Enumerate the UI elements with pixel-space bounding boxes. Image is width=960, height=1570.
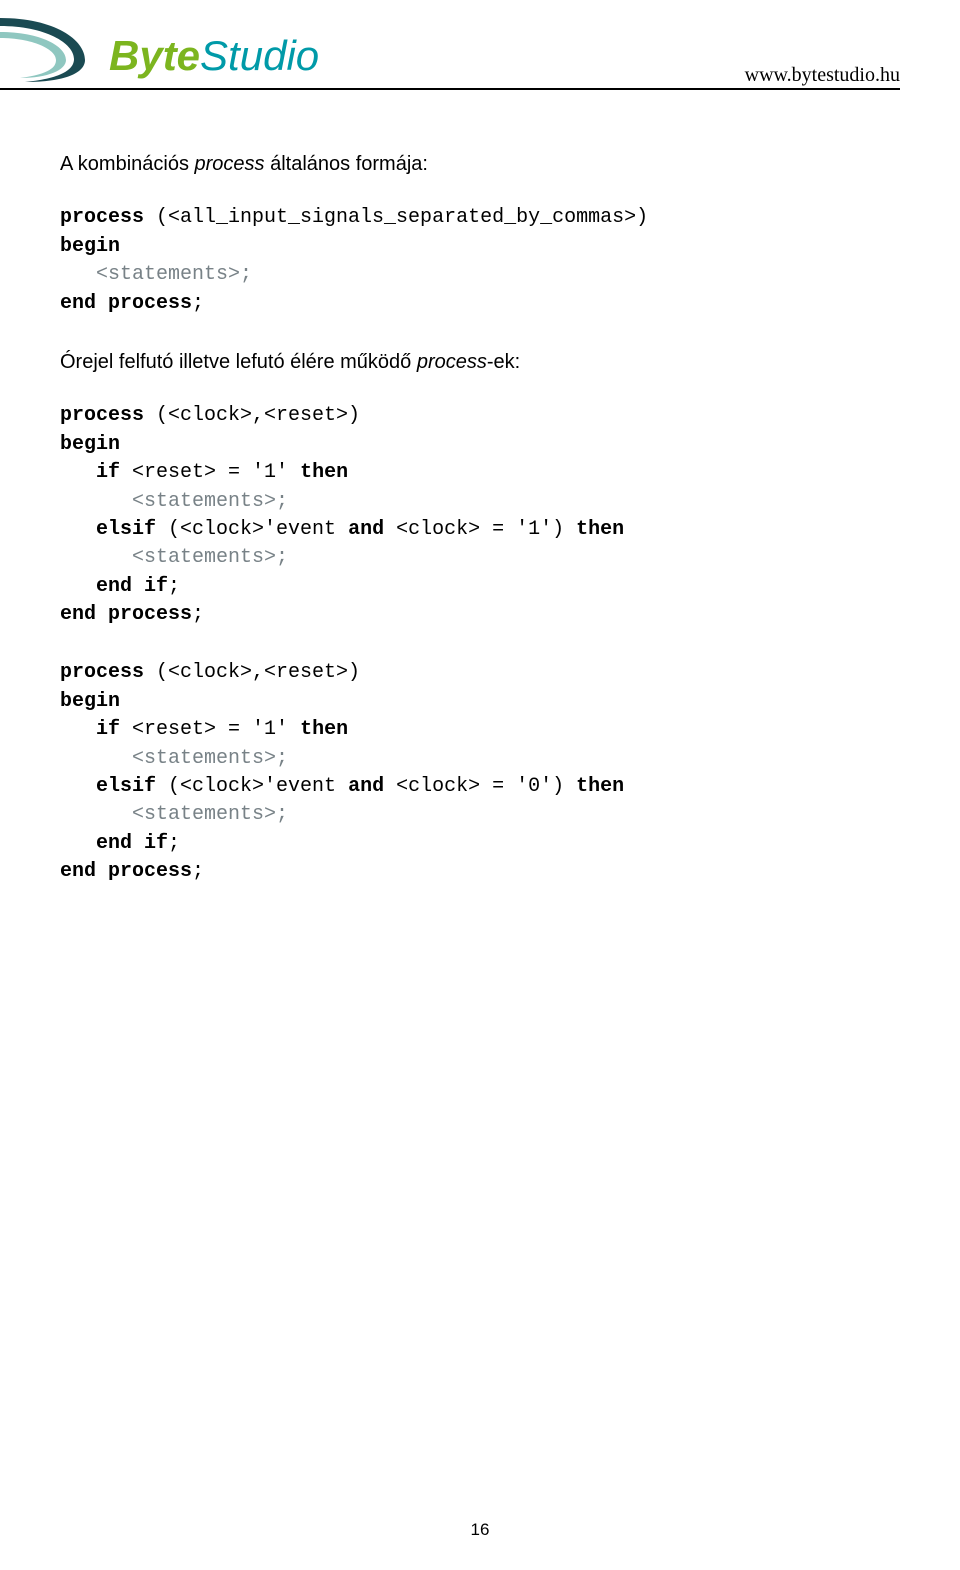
c3l7-kw: end if xyxy=(96,832,168,855)
code-block-2: process (<clock>,<reset>) begin if <rese… xyxy=(60,402,900,629)
page-number: 16 xyxy=(0,1520,960,1540)
c2l1-kw: process xyxy=(60,404,144,427)
logo-studio: Studio xyxy=(200,32,319,79)
c3l5-kw: elsif xyxy=(96,775,156,798)
logo-byte: Byte xyxy=(109,32,200,79)
c3l4-ph: <statements>; xyxy=(60,747,288,770)
c3l7a xyxy=(60,832,96,855)
c2l3b: <reset> = '1' xyxy=(120,461,300,484)
c3l3a xyxy=(60,718,96,741)
c2l1-rest: (<clock>,<reset>) xyxy=(144,404,360,427)
c3l5b: (<clock>'event xyxy=(156,775,348,798)
logo: ByteStudio xyxy=(0,18,319,90)
c2l5-kw3: then xyxy=(576,518,624,541)
c3l3-kw2: then xyxy=(300,718,348,741)
c3l5c: <clock> = '0') xyxy=(384,775,576,798)
c2l7a xyxy=(60,575,96,598)
c2l3-kw: if xyxy=(96,461,120,484)
c2l8b: ; xyxy=(192,603,204,626)
p2-suffix: -ek: xyxy=(487,351,520,373)
c1l3-ph: <statements>; xyxy=(60,263,252,286)
c2l5c: <clock> = '1') xyxy=(384,518,576,541)
c1l1-rest: (<all_input_signals_separated_by_commas>… xyxy=(144,206,648,229)
header-rule xyxy=(0,88,900,90)
page-header: ByteStudio www.bytestudio.hu xyxy=(60,18,900,108)
document-page: ByteStudio www.bytestudio.hu A kombináci… xyxy=(0,0,960,1570)
swoosh-icon xyxy=(0,18,105,90)
c3l1-kw: process xyxy=(60,661,144,684)
c3l5-kw3: then xyxy=(576,775,624,798)
header-url: www.bytestudio.hu xyxy=(745,64,900,87)
c3l7b: ; xyxy=(168,832,180,855)
c2l3-kw2: then xyxy=(300,461,348,484)
c1l4-rest: ; xyxy=(192,292,204,315)
c2l2-kw: begin xyxy=(60,433,120,456)
p1-suffix: általános formája: xyxy=(265,153,428,175)
p1-em: process xyxy=(195,153,265,175)
paragraph-2: Órejel felfutó illetve lefutó élére műkö… xyxy=(60,348,900,376)
p2-em: process xyxy=(417,351,487,373)
c3l3b: <reset> = '1' xyxy=(120,718,300,741)
p2-prefix: Órejel felfutó illetve lefutó élére műkö… xyxy=(60,351,417,373)
c3l3-kw: if xyxy=(96,718,120,741)
c3l5a xyxy=(60,775,96,798)
c3l2-kw: begin xyxy=(60,690,120,713)
p1-prefix: A kombinációs xyxy=(60,153,195,175)
c1l4-kw: end process xyxy=(60,292,192,315)
code-block-1: process (<all_input_signals_separated_by… xyxy=(60,204,900,318)
c3l1-rest: (<clock>,<reset>) xyxy=(144,661,360,684)
c2l3a xyxy=(60,461,96,484)
c2l7b: ; xyxy=(168,575,180,598)
c2l5-kw2: and xyxy=(348,518,384,541)
code-block-3: process (<clock>,<reset>) begin if <rese… xyxy=(60,659,900,886)
c2l7-kw: end if xyxy=(96,575,168,598)
c2l5b: (<clock>'event xyxy=(156,518,348,541)
c3l5-kw2: and xyxy=(348,775,384,798)
c1l2-kw: begin xyxy=(60,235,120,258)
document-body: A kombinációs process általános formája:… xyxy=(60,150,900,887)
paragraph-1: A kombinációs process általános formája: xyxy=(60,150,900,178)
c2l6-ph: <statements>; xyxy=(60,546,288,569)
c1l1-kw: process xyxy=(60,206,144,229)
c2l5a xyxy=(60,518,96,541)
c3l6-ph: <statements>; xyxy=(60,803,288,826)
c2l4-ph: <statements>; xyxy=(60,490,288,513)
c2l8-kw: end process xyxy=(60,603,192,626)
c3l8b: ; xyxy=(192,860,204,883)
c2l5-kw: elsif xyxy=(96,518,156,541)
logo-text: ByteStudio xyxy=(109,31,319,77)
c3l8-kw: end process xyxy=(60,860,192,883)
